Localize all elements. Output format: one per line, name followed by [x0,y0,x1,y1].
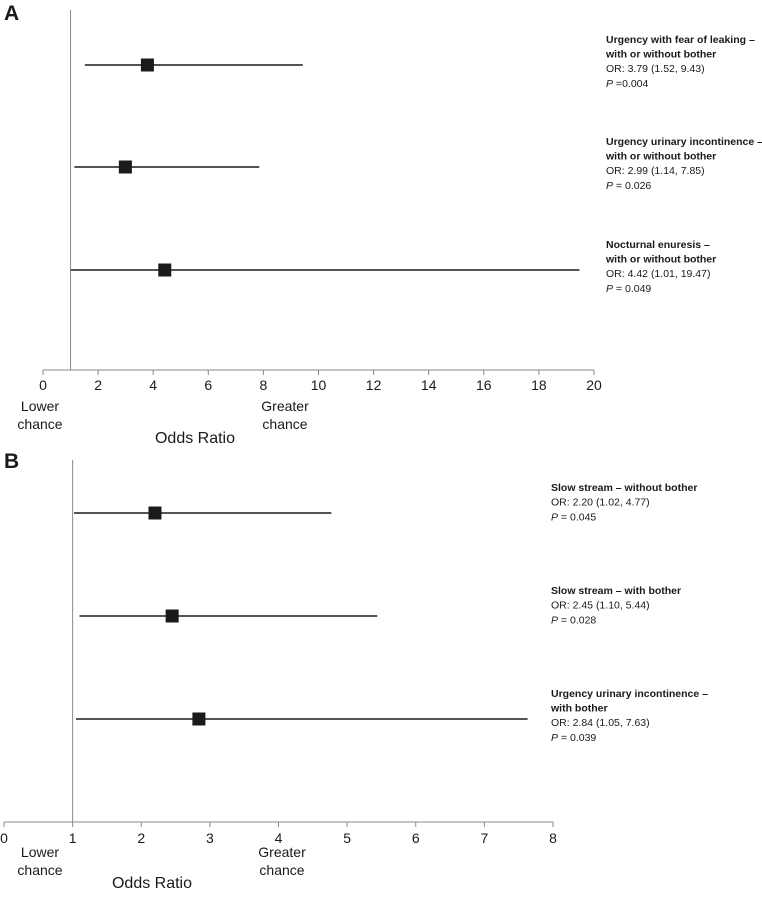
p-value-label: P = 0.049 [606,283,651,295]
panel: A 0 2 4 6 8 10 12 14 16 18 20 Lower chance Greater chan… [4,2,762,447]
odds-ratio-marker [165,609,179,623]
category-label: Nocturnal enuresis – [606,239,710,251]
x-tick-label: 16 [476,377,492,393]
p-value: = 0.049 [613,283,651,295]
or-label: OR: 4.42 (1.01, 19.47) [606,268,710,280]
p-value: = 0.045 [558,512,596,524]
x-tick-label: 20 [586,377,602,393]
category-label: with or without bother [605,49,716,61]
category-label: with bother [550,703,608,715]
p-value: = 0.026 [613,180,651,192]
p-symbol: P [606,180,613,192]
x-tick-label: 8 [549,830,557,846]
or-label: OR: 2.20 (1.02, 4.77) [551,497,650,509]
x-tick-label: 1 [69,830,77,846]
x-tick-label: 7 [480,830,488,846]
category-label: with or without bother [605,254,716,266]
p-value-label: P = 0.028 [551,615,596,627]
p-value: = 0.039 [558,732,596,744]
p-value-label: P = 0.045 [551,512,596,524]
odds-ratio-marker [118,160,132,174]
lower-label: chance [17,416,62,432]
p-symbol: P [551,732,558,744]
p-value-label: P = 0.026 [606,180,651,192]
p-value-label: P =0.004 [606,78,649,90]
category-label: Slow stream – with bother [551,585,681,597]
category-label: Urgency urinary incontinence – [606,136,762,148]
p-value: =0.004 [613,78,648,90]
lower-label: Lower [21,398,59,414]
category-label: Slow stream – without bother [551,482,697,494]
or-label: OR: 2.84 (1.05, 7.63) [551,717,650,729]
x-tick-label: 6 [412,830,420,846]
x-tick-label: 2 [137,830,145,846]
x-tick-label: 4 [275,830,283,846]
greater-label: Greater [258,844,306,860]
odds-ratio-marker [140,58,154,72]
panel-letter: B [4,450,19,473]
x-tick-label: 4 [149,377,157,393]
or-label: OR: 3.79 (1.52, 9.43) [606,63,705,75]
category-label: Urgency with fear of leaking – [606,34,755,46]
odds-ratio-marker [148,506,162,520]
x-tick-label: 6 [204,377,212,393]
category-label: with or without bother [605,151,716,163]
odds-ratio-marker [158,263,172,277]
greater-label: chance [262,416,307,432]
p-symbol: P [551,615,558,627]
x-tick-label: 12 [366,377,382,393]
lower-label: Lower [21,844,59,860]
x-tick-label: 8 [260,377,268,393]
p-symbol: P [606,78,613,90]
or-label: OR: 2.99 (1.14, 7.85) [606,165,705,177]
x-tick-label: 0 [0,830,8,846]
greater-label: Greater [261,398,309,414]
x-tick-label: 0 [39,377,47,393]
p-value: = 0.028 [558,615,596,627]
greater-label: chance [259,862,304,878]
category-label: Urgency urinary incontinence – [551,688,708,700]
x-axis-title: Odds Ratio [155,430,235,447]
panel-letter: A [4,2,19,25]
x-tick-label: 18 [531,377,547,393]
lower-label: chance [17,862,62,878]
x-tick-label: 10 [311,377,327,393]
panel: B 0 1 2 3 4 5 6 7 8 Lower chance Greater chance Odds R… [0,450,708,892]
p-value-label: P = 0.039 [551,732,596,744]
x-tick-label: 14 [421,377,437,393]
or-label: OR: 2.45 (1.10, 5.44) [551,600,650,612]
p-symbol: P [551,512,558,524]
x-tick-label: 2 [94,377,102,393]
x-axis-title: Odds Ratio [112,875,192,892]
odds-ratio-marker [192,712,206,726]
p-symbol: P [606,283,613,295]
x-tick-label: 3 [206,830,214,846]
x-tick-label: 5 [343,830,351,846]
